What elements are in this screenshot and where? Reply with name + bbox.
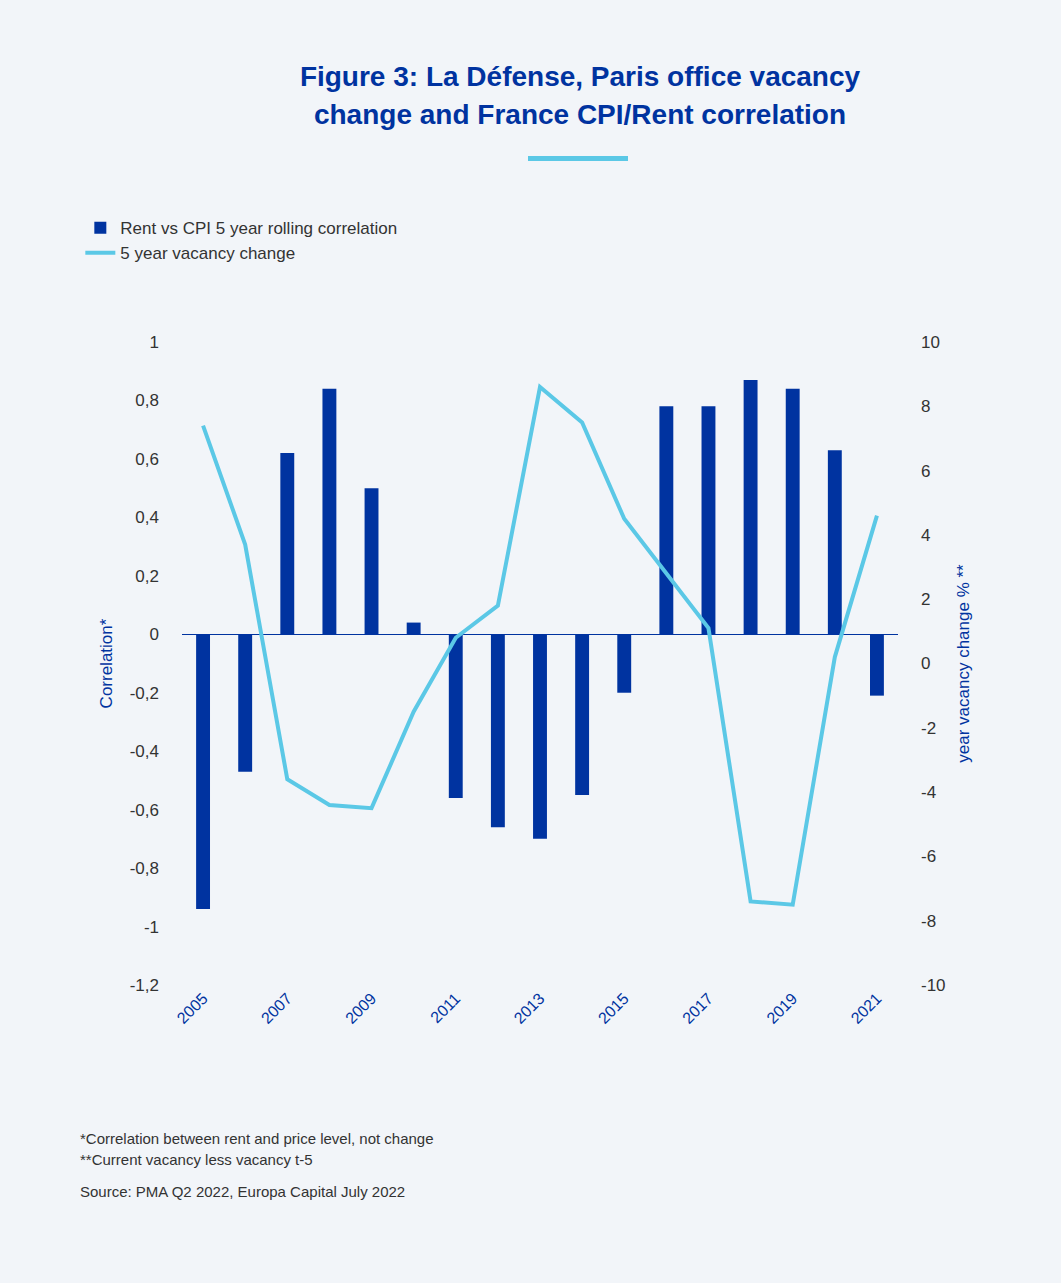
- svg-text:-0,8: -0,8: [130, 859, 159, 878]
- svg-text:year vacancy change % **: year vacancy change % **: [954, 564, 973, 763]
- svg-text:2019: 2019: [763, 990, 800, 1027]
- svg-text:-10: -10: [921, 976, 946, 995]
- html-text:**Current vacancy less vacancy: **Current vacancy less vacancy t-5: [80, 1151, 313, 1168]
- svg-text:2017: 2017: [679, 990, 716, 1027]
- svg-text:0,4: 0,4: [135, 508, 159, 527]
- svg-text:Correlation*: Correlation*: [97, 618, 116, 708]
- svg-text:-2: -2: [921, 719, 936, 738]
- svg-text:-0,4: -0,4: [130, 742, 159, 761]
- svg-text:0: 0: [921, 654, 930, 673]
- svg-text:8: 8: [921, 397, 930, 416]
- svg-text:0,8: 0,8: [135, 391, 159, 410]
- svg-text:2021: 2021: [848, 990, 885, 1027]
- svg-text:-8: -8: [921, 912, 936, 931]
- svg-text:2011: 2011: [427, 990, 463, 1026]
- html-text:*Correlation between rent and: *Correlation between rent and price leve…: [80, 1130, 434, 1147]
- html-text:Figure 3: La Défense, Paris of: Figure 3: La Défense, Paris office vacan…: [299, 61, 861, 130]
- html-text:Source: PMA Q2 2022, Europa Ca: Source: PMA Q2 2022, Europa Capital July…: [80, 1183, 406, 1200]
- svg-text:4: 4: [921, 526, 930, 545]
- svg-text:-1: -1: [144, 918, 159, 937]
- svg-text:10: 10: [921, 333, 940, 352]
- svg-text:1: 1: [150, 333, 159, 352]
- svg-text:0,2: 0,2: [135, 567, 159, 586]
- svg-text:-0,2: -0,2: [130, 684, 159, 703]
- svg-text:5 year vacancy change: 5 year vacancy change: [120, 244, 295, 263]
- svg-text:6: 6: [921, 462, 930, 481]
- svg-text:Rent vs CPI 5 year rolling cor: Rent vs CPI 5 year rolling correlation: [120, 219, 397, 238]
- svg-text:2013: 2013: [511, 990, 548, 1027]
- svg-text:2005: 2005: [174, 990, 211, 1027]
- svg-text:-0,6: -0,6: [130, 801, 159, 820]
- svg-text:-6: -6: [921, 847, 936, 866]
- svg-text:-1,2: -1,2: [130, 976, 159, 995]
- svg-text:2009: 2009: [342, 990, 379, 1027]
- svg-text:2: 2: [921, 590, 930, 609]
- svg-text:0,6: 0,6: [135, 450, 159, 469]
- svg-text:2007: 2007: [258, 990, 295, 1027]
- svg-text:2015: 2015: [595, 990, 632, 1027]
- svg-text:-4: -4: [921, 783, 936, 802]
- svg-text:0: 0: [150, 625, 159, 644]
